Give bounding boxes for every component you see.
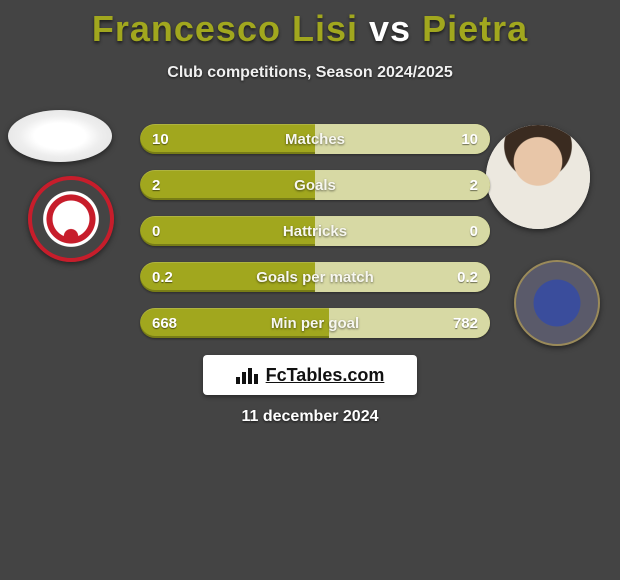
stat-label: Hattricks bbox=[283, 223, 347, 240]
player2-name: Pietra bbox=[422, 8, 528, 49]
stat-left-value: 0.2 bbox=[152, 269, 192, 286]
stat-right-value: 0.2 bbox=[438, 269, 478, 286]
vs-label: vs bbox=[369, 8, 411, 49]
brand-label: FcTables.com bbox=[266, 365, 385, 386]
player1-portrait bbox=[8, 110, 112, 162]
stat-row-mpg: 668 Min per goal 782 bbox=[140, 308, 490, 338]
stat-left-value: 0 bbox=[152, 223, 192, 240]
stat-label: Goals per match bbox=[256, 269, 374, 286]
stat-label: Goals bbox=[294, 177, 336, 194]
fctables-badge[interactable]: FcTables.com bbox=[203, 355, 417, 395]
face-icon bbox=[486, 125, 590, 229]
stat-row-goals: 2 Goals 2 bbox=[140, 170, 490, 200]
stats-panel: 10 Matches 10 2 Goals 2 0 Hattricks 0 0.… bbox=[140, 124, 490, 354]
stat-label: Min per goal bbox=[271, 315, 359, 332]
stat-right-value: 10 bbox=[438, 131, 478, 148]
page-title: Francesco Lisi vs Pietra bbox=[0, 0, 620, 50]
bars-icon bbox=[236, 366, 258, 384]
stat-row-gpm: 0.2 Goals per match 0.2 bbox=[140, 262, 490, 292]
stat-left-value: 2 bbox=[152, 177, 192, 194]
stat-row-hattricks: 0 Hattricks 0 bbox=[140, 216, 490, 246]
player2-crest bbox=[514, 260, 600, 346]
player1-name: Francesco Lisi bbox=[92, 8, 358, 49]
subtitle: Club competitions, Season 2024/2025 bbox=[0, 64, 620, 82]
stat-left-value: 10 bbox=[152, 131, 192, 148]
stat-row-matches: 10 Matches 10 bbox=[140, 124, 490, 154]
player2-portrait bbox=[486, 125, 590, 229]
stat-right-value: 782 bbox=[438, 315, 478, 332]
player1-crest bbox=[28, 176, 114, 262]
stat-left-value: 668 bbox=[152, 315, 192, 332]
stat-right-value: 0 bbox=[438, 223, 478, 240]
date-label: 11 december 2024 bbox=[0, 408, 620, 426]
stat-label: Matches bbox=[285, 131, 345, 148]
stat-right-value: 2 bbox=[438, 177, 478, 194]
